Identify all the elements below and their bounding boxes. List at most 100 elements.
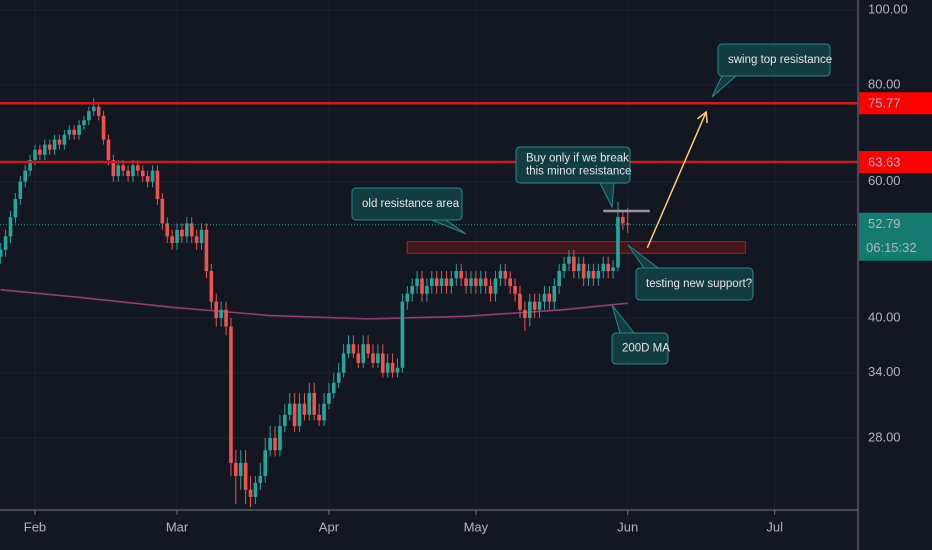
y-tick-label: 80.00 [868,76,901,91]
candle-body [459,271,463,279]
candle-body [91,106,96,112]
candle-body [464,278,468,286]
candle-body [317,414,321,421]
candle-body [278,426,282,451]
candle-body [292,403,297,427]
candle-body [425,285,429,294]
candle-body [596,271,601,279]
candle-body [385,362,390,373]
callout-box [717,43,831,77]
candle-body [234,462,238,477]
annotation-text: testing new support? [646,278,752,290]
candle-body [415,278,419,286]
candle-body [586,271,591,279]
candle-body [434,278,439,286]
callout-pointer [599,182,615,209]
candle-body [483,278,488,286]
candle-body [106,139,111,160]
candle-body [150,170,155,182]
candle-body [302,403,307,415]
candle-body [322,403,326,421]
candle-body [395,367,400,373]
candle-body [243,462,248,490]
callout-pointer [611,304,636,334]
annotation-text: swing top resistance [728,54,832,66]
candle-body [297,403,302,427]
countdown: 06:15:32 [866,240,917,255]
candle-body [498,271,503,279]
candle-body [532,301,537,310]
price-label: 75.77 [868,96,901,111]
candle-body [18,181,23,199]
annotation: testing new support? [627,244,754,301]
callout-box [635,267,754,301]
candle-body [155,170,160,199]
candle-body [273,437,277,451]
candle-body [493,278,498,294]
price-label: 63.63 [868,154,901,169]
candle-body [126,170,130,177]
candle-body [248,489,253,497]
y-tick-label: 28.00 [868,429,901,444]
candle-body [420,278,424,294]
annotation: old resistance area [351,187,467,235]
y-tick-label: 34.00 [868,364,901,379]
candle-body [552,285,557,302]
annotation-text: 200D MA [622,343,670,355]
last-price-label: 52.79 [868,216,901,231]
candle-body [52,139,57,150]
candle-body [513,285,517,294]
moving-average [0,289,628,320]
candle-body [567,256,571,264]
price-label-bg [859,150,932,173]
candle-body [542,293,547,302]
candle-body [38,149,42,155]
annotation-text: Buy only if we break [526,153,629,165]
candle-body [474,278,478,286]
candle-body [400,301,405,368]
candle-body [537,301,542,310]
candle-body [268,437,272,451]
candle-body [33,149,37,160]
candle-body [307,393,312,415]
candle-body [238,462,243,477]
annotation-text: this minor resistance [526,166,631,178]
candle-body [96,106,101,116]
x-tick-label: Apr [319,519,340,534]
candle-body [381,353,385,373]
candle-body [366,344,370,354]
candle-body [405,293,410,302]
candle-body [449,278,454,286]
candle-body [356,353,361,363]
annotation: 200D MA [611,304,670,365]
x-tick-label: Mar [166,519,189,534]
candle-body [229,326,233,463]
candle-body [287,403,292,415]
candle-body [332,382,336,394]
candle-body [591,271,596,279]
resistance-zone [406,241,746,254]
callout-box [515,146,631,184]
candle-body [67,129,72,135]
candle-body [185,223,189,237]
candle-body [194,236,199,244]
candle-body [581,263,586,279]
candle-body [503,271,508,279]
candle-body [621,217,625,224]
candle-body [312,393,317,415]
candle-body [258,476,263,483]
callout-box [611,332,669,365]
candle-body [508,278,512,286]
candle-body [13,198,18,218]
candle-body [224,309,228,327]
annotation-text: old resistance area [362,198,460,210]
candle-body [72,129,76,135]
candle-body [361,344,366,363]
candle-body [214,301,219,319]
candle-body [219,309,223,319]
candle-body [3,236,8,250]
candle-body [371,353,375,363]
candle-body [454,271,459,279]
